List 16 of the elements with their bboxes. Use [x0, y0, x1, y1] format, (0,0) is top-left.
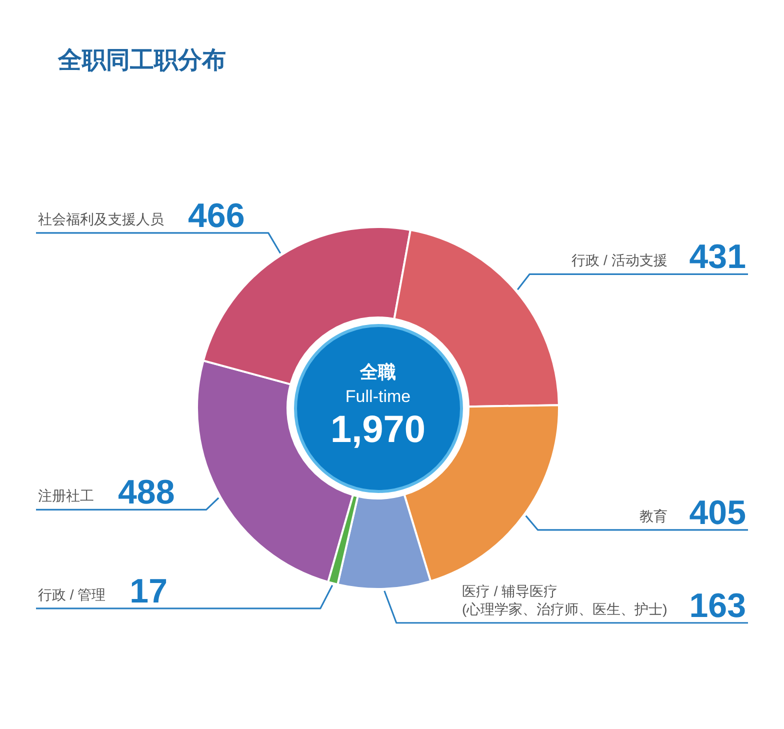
chart-title: 全职同工职分布 — [57, 47, 226, 74]
data-label: 17 — [130, 572, 168, 610]
slice-label: 行政 / 管理 — [38, 586, 106, 602]
slice-label: 注册社工 — [38, 488, 94, 504]
slice-label: 行政 / 活动支援 — [572, 252, 668, 268]
data-label: 488 — [118, 474, 175, 512]
data-label: 163 — [689, 586, 746, 625]
text: 全職 — [359, 362, 396, 382]
text: 1,970 — [330, 409, 426, 451]
data-label: 431 — [689, 238, 746, 276]
text: Full-time — [345, 387, 411, 406]
data-label: 466 — [188, 196, 245, 235]
slice-label: 社会福利及支援人员 — [38, 210, 164, 227]
slice-label: 医疗 / 辅导医疗 (心理学家、治疗师、医生、护士) — [462, 582, 668, 617]
slice-label: 教育 — [639, 508, 668, 524]
data-label: 405 — [689, 494, 746, 532]
